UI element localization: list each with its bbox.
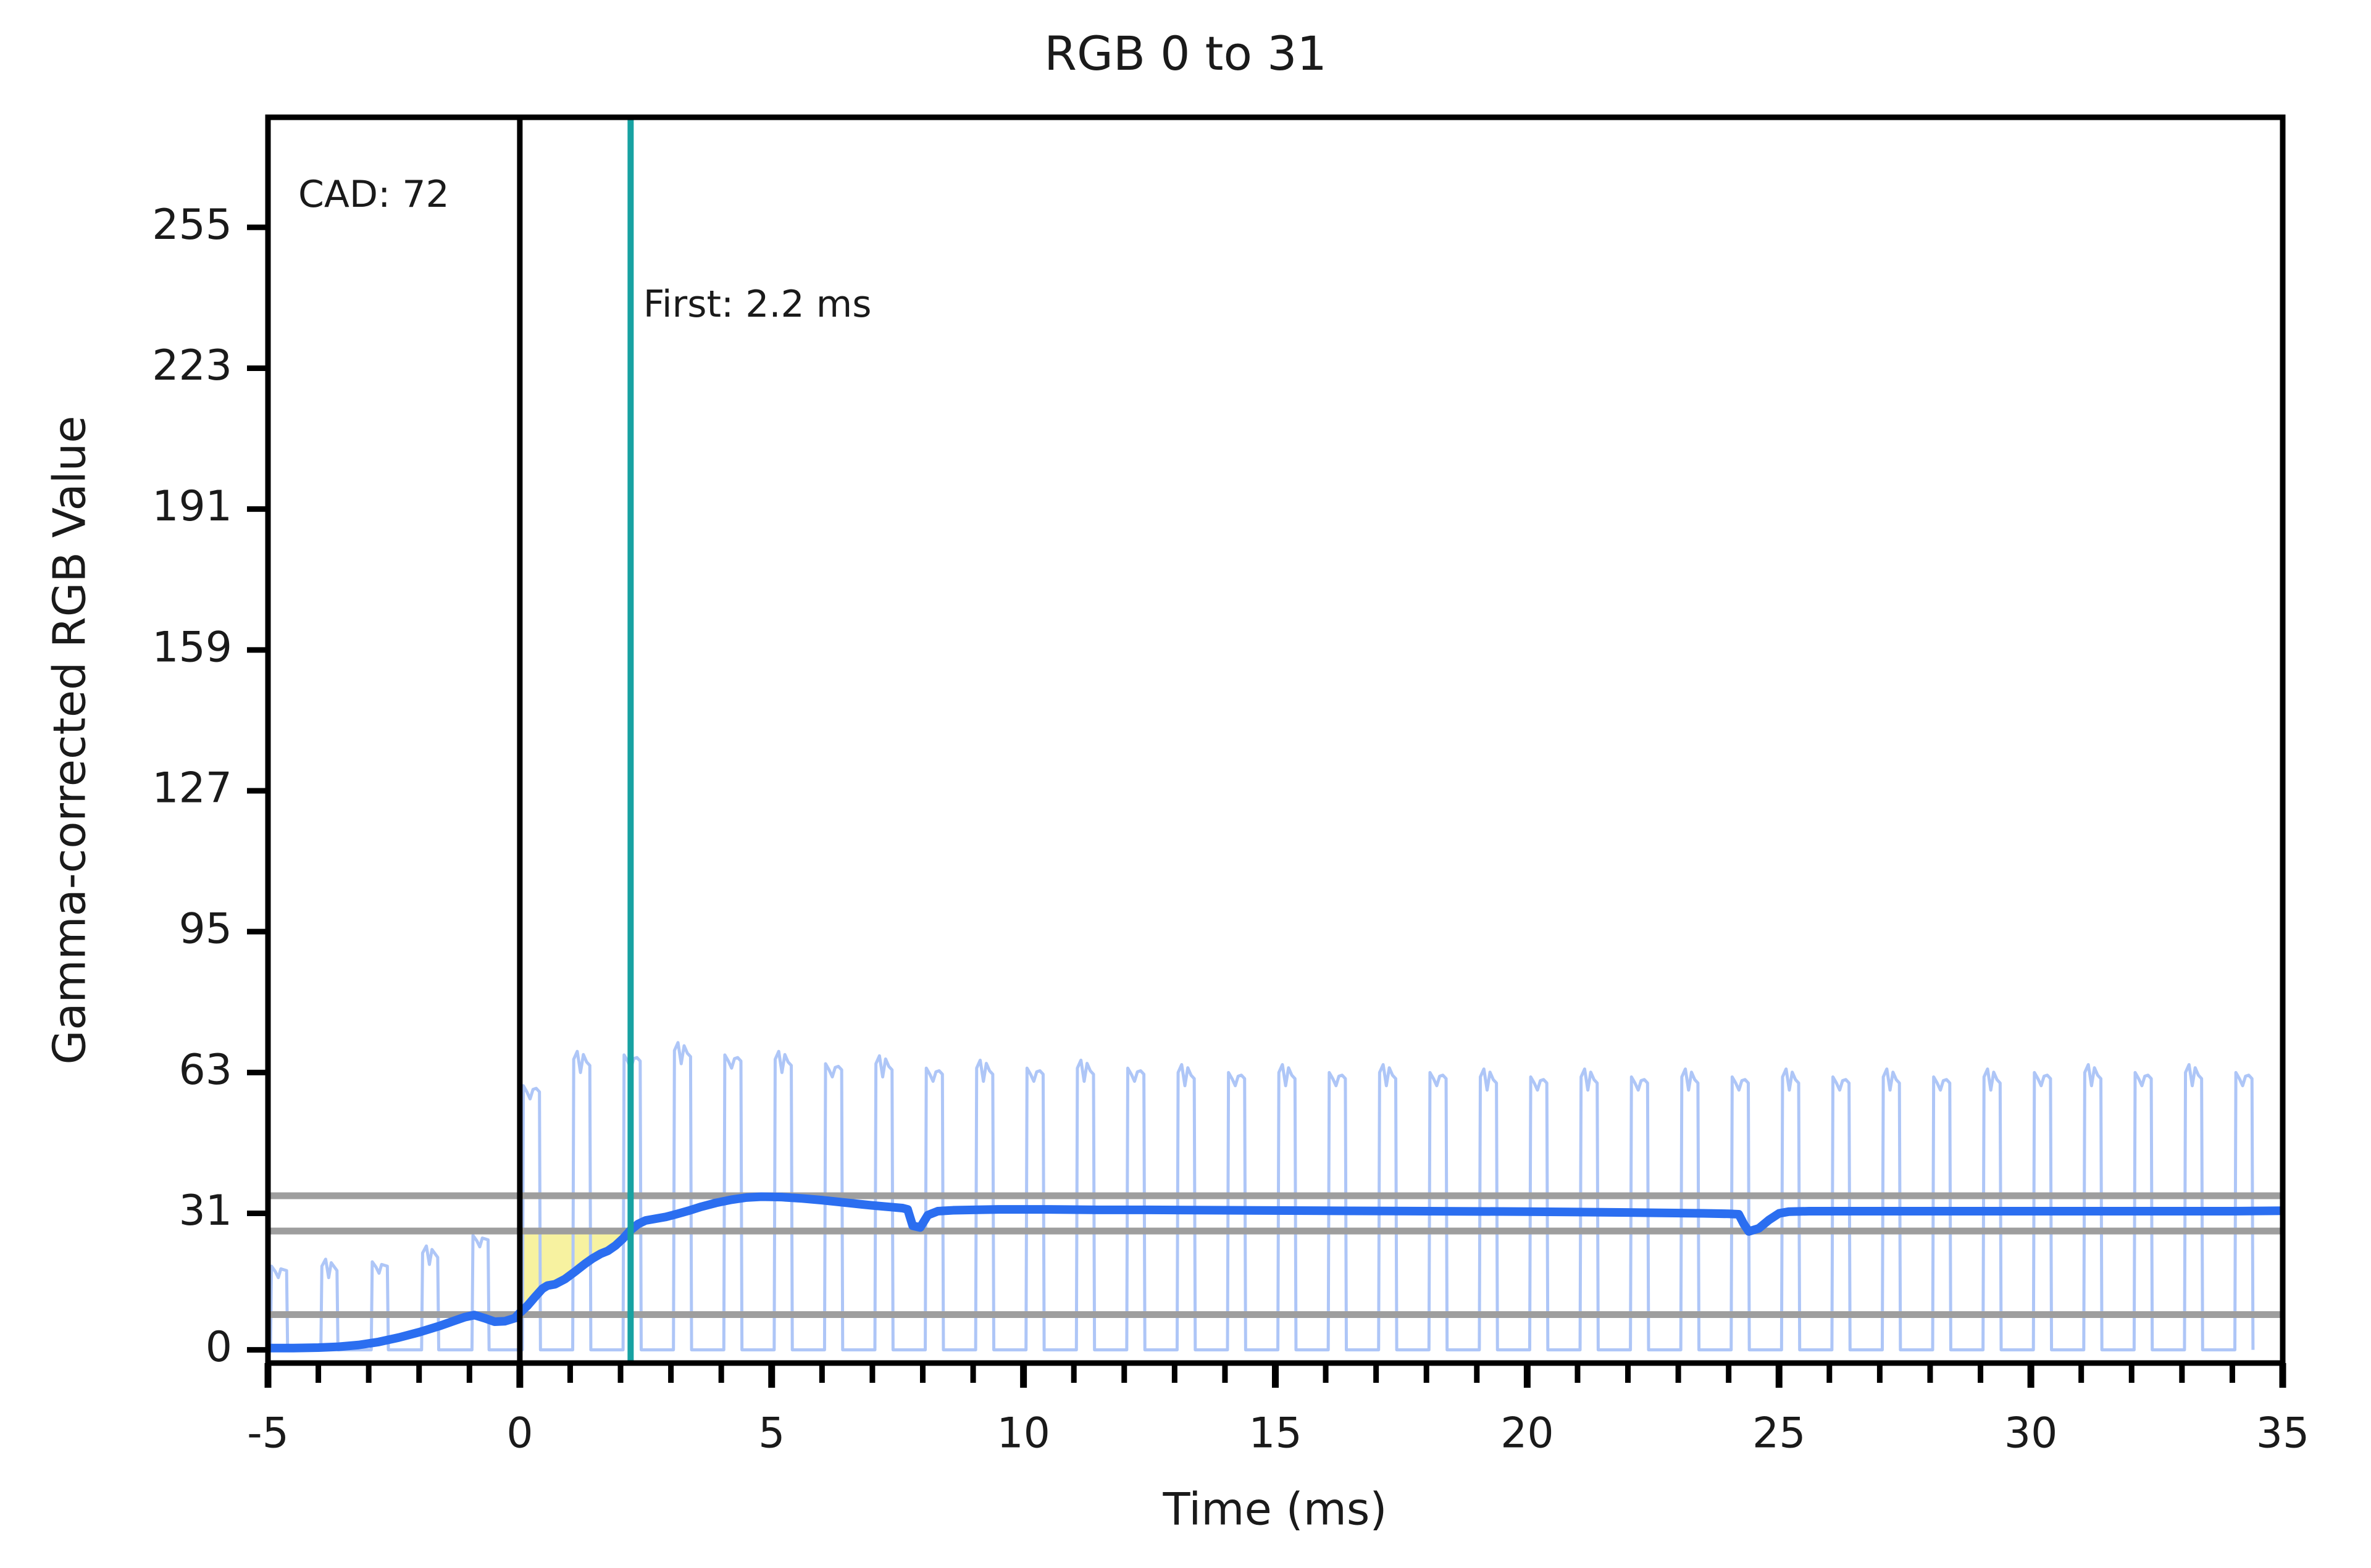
- tick-labels: 0 31 63 95 127 159 191 223 255 -5 0 5 10 15 20 25 30 35: [152, 201, 2309, 1458]
- marker-lines: [517, 117, 634, 1363]
- y-tick-label: 63: [178, 1046, 232, 1095]
- smoothed-response-line: [268, 1192, 2283, 1353]
- x-tick-label: 0: [506, 1409, 533, 1458]
- x-tick-label: 5: [758, 1409, 785, 1458]
- x-tick-label: -5: [247, 1409, 289, 1458]
- y-tick-label: 223: [152, 341, 232, 390]
- y-tick-label: 95: [178, 905, 232, 954]
- raw-pwm-series: [269, 1041, 2255, 1352]
- smoothed-response-series: [268, 1192, 2283, 1353]
- x-tick-label: 15: [1248, 1409, 1302, 1458]
- y-axis-title: Gamma-corrected RGB Value: [44, 415, 96, 1064]
- reference-lines: [268, 1192, 2283, 1319]
- cad-label: CAD: 72: [298, 173, 450, 216]
- chart-title: RGB 0 to 31: [1044, 26, 1327, 81]
- y-tick-label: 127: [152, 764, 232, 813]
- raw-pwm-trace: [269, 1041, 2255, 1352]
- first-label: First: 2.2 ms: [643, 283, 872, 326]
- x-tick-label: 20: [1500, 1409, 1554, 1458]
- chart-annotations: CAD: 72 First: 2.2 ms: [298, 173, 872, 326]
- x-tick-label: 35: [2256, 1409, 2310, 1458]
- y-tick-label: 191: [152, 482, 232, 531]
- y-tick-label: 159: [152, 623, 232, 672]
- x-tick-label: 10: [997, 1409, 1050, 1458]
- axes-frame: [247, 114, 2286, 1388]
- y-tick-label: 0: [206, 1323, 232, 1372]
- x-tick-label: 25: [1752, 1409, 1806, 1458]
- x-axis-title: Time (ms): [1163, 1483, 1387, 1535]
- y-tick-label: 255: [152, 201, 232, 249]
- x-tick-label: 30: [2004, 1409, 2058, 1458]
- y-tick-label: 31: [178, 1186, 232, 1235]
